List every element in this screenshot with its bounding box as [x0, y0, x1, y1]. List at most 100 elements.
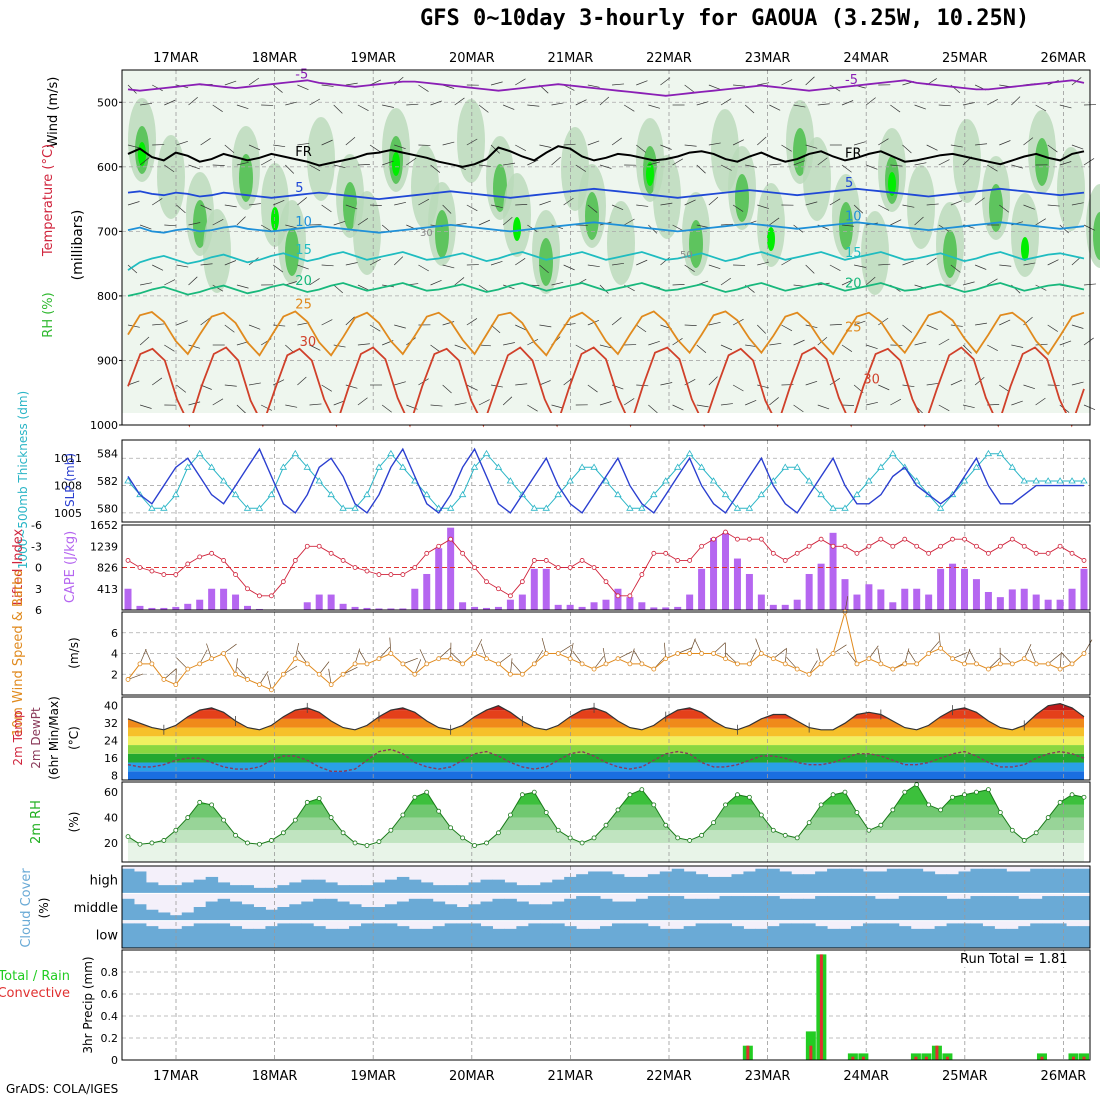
rh2m-marker	[735, 792, 740, 798]
wind-barb-10m	[572, 650, 583, 665]
wind-barb	[890, 398, 902, 406]
label-cape: CAPE (J/kg)	[63, 531, 78, 603]
rh2m-marker	[723, 802, 728, 808]
lifted-index-marker	[878, 536, 884, 542]
wind10m-marker	[806, 671, 812, 677]
cloud-bar-middle	[815, 896, 828, 921]
wind-barb	[890, 164, 903, 167]
thickness-marker	[184, 463, 192, 470]
cloud-bar-low	[755, 928, 768, 948]
lifted-index-marker	[723, 529, 728, 535]
wind-tick-label: 4	[111, 648, 118, 661]
wind-barb	[369, 324, 381, 332]
rh-shade-max	[138, 142, 146, 166]
cloud-bar-high	[1018, 871, 1031, 894]
cloud-bar-middle	[349, 904, 362, 921]
cloud-bar-middle	[361, 907, 374, 921]
wind10m-marker	[496, 661, 501, 667]
wind-barb	[999, 384, 1010, 393]
temp2m-line	[127, 702, 1085, 731]
wind10m-marker	[519, 671, 525, 677]
wind10m-marker	[364, 661, 370, 667]
rh-contour-label: 30	[420, 228, 433, 239]
wind-barb	[297, 84, 309, 91]
wind-barb-10m	[633, 649, 643, 665]
wind-barb	[660, 77, 671, 86]
cloud-bar-middle	[468, 904, 482, 921]
cape-bar	[530, 568, 538, 610]
thickness-marker	[363, 490, 371, 498]
upper-frame	[121, 69, 1091, 426]
cape-bar	[686, 594, 694, 610]
rh2m-marker	[209, 802, 215, 808]
cape-bar	[745, 573, 753, 610]
cloud-bar-low	[659, 928, 673, 948]
wind-barb-10m	[236, 666, 248, 680]
wind10m-marker	[1009, 661, 1015, 667]
wind-barb	[321, 139, 333, 146]
wind-barb	[781, 144, 792, 152]
credit-text: GrADS: COLA/IGES	[6, 1082, 119, 1096]
wind-barb	[914, 104, 926, 110]
wind-barb	[926, 144, 938, 151]
lifted-index-marker	[543, 558, 549, 563]
cloud-bar-middle	[492, 898, 505, 921]
wind-barb	[273, 379, 285, 386]
wind-barb	[1071, 381, 1084, 386]
cloud-bar-high	[301, 879, 314, 894]
cloud-bar-high	[456, 885, 470, 894]
label-precip-mm: 3hr Precip (mm)	[81, 956, 95, 1053]
lifted-index-marker	[615, 593, 621, 599]
cloud-bar-high	[731, 874, 744, 894]
rh-shade	[307, 117, 335, 201]
thickness-marker	[805, 477, 813, 484]
wind10m-marker	[711, 651, 716, 656]
cloud-bar-low	[1030, 923, 1043, 948]
cloud-bar-high	[241, 885, 254, 894]
wind-barb-10m	[378, 646, 391, 659]
lifted-index-marker	[902, 536, 908, 542]
wind-barb	[950, 144, 963, 148]
slp-tick-label: 1005	[54, 507, 82, 520]
wind-barb-10m	[749, 649, 757, 665]
thickness-marker	[1020, 477, 1028, 484]
wind-barb	[285, 404, 298, 408]
wind-barb	[164, 164, 175, 173]
wind-barb-10m	[816, 648, 822, 664]
wind-barb	[200, 317, 211, 326]
cloud-bar-low	[1078, 926, 1091, 948]
lifted-index-marker	[639, 572, 645, 577]
thickness-marker	[673, 463, 682, 470]
rh-shade-high	[435, 210, 449, 258]
wind-barb	[357, 104, 369, 111]
wind-barb-10m	[1047, 653, 1061, 665]
rh2m-marker	[878, 822, 884, 828]
wind-barb	[551, 102, 564, 106]
cloud-bar-high	[157, 885, 171, 894]
wind-barb	[684, 84, 695, 93]
wind-barb-10m	[808, 660, 818, 675]
cloud-bar-middle	[671, 896, 685, 921]
cloud-bar-low	[325, 928, 338, 948]
wind-barb	[406, 103, 419, 106]
lifted-index-marker	[794, 550, 800, 556]
label-rh2m-unit: (%)	[67, 812, 81, 833]
cloud-bar-low	[145, 926, 159, 948]
thickness-marker	[351, 504, 359, 511]
wind-barb-10m	[328, 668, 332, 685]
wind10m-marker	[591, 666, 597, 672]
wind-barb	[781, 324, 793, 332]
cape-bar	[196, 599, 204, 610]
thickness-marker	[399, 463, 407, 470]
lifted-index-marker	[352, 565, 358, 570]
wind-barb	[321, 264, 334, 267]
isotherm-label: 25	[845, 321, 862, 336]
wind-barb	[152, 323, 165, 326]
pressure-tick-label: 500	[97, 96, 118, 109]
precip-tick-label: 0.2	[101, 1032, 119, 1045]
wind10m-marker	[902, 661, 908, 667]
rh2m-marker	[484, 840, 489, 846]
rh2m-marker	[782, 832, 788, 838]
wind-barb	[430, 164, 441, 173]
